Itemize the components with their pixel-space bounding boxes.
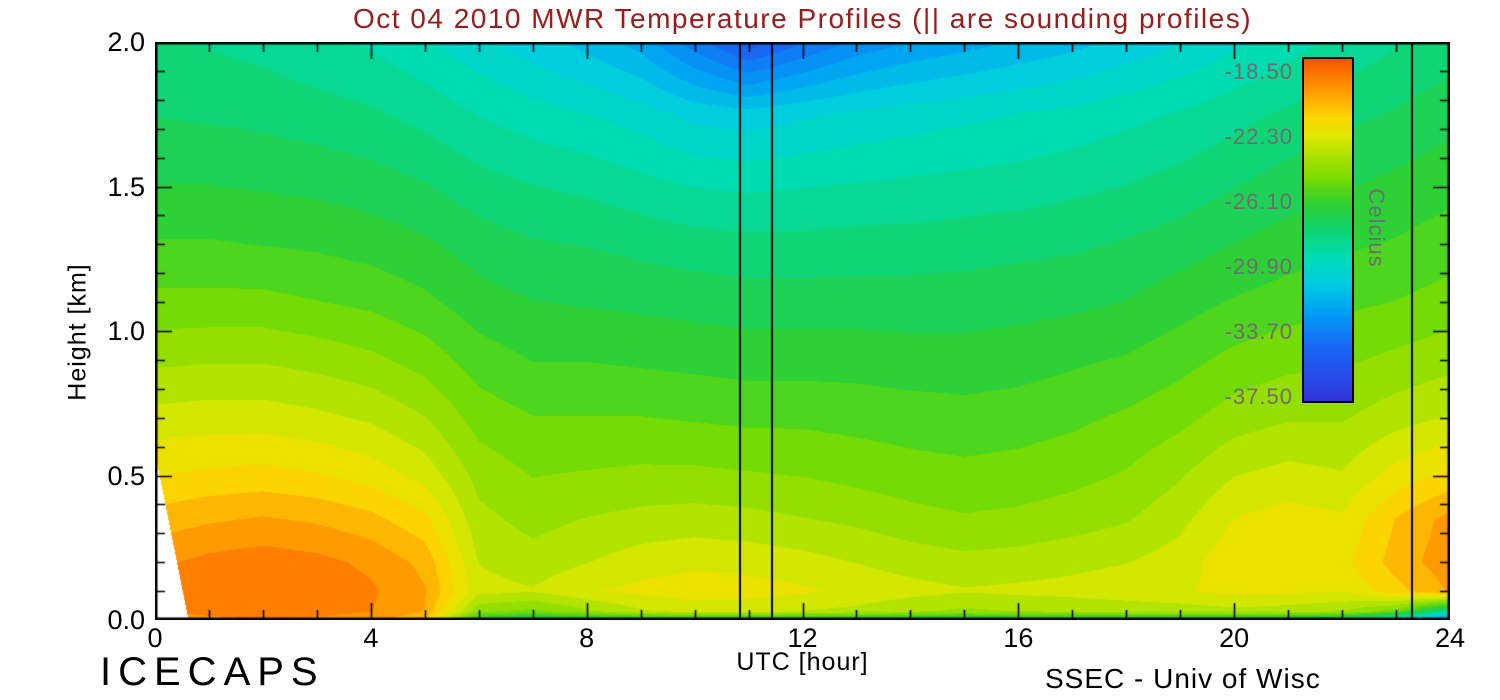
y-tick-label: 1.5: [107, 171, 145, 202]
colorbar-tick-label: -18.50: [1224, 58, 1293, 84]
x-tick-label: 4: [363, 623, 379, 653]
x-tick-label: 8: [579, 623, 595, 653]
x-tick-label: 16: [1003, 623, 1034, 653]
x-tick-label: 0: [147, 623, 163, 653]
chart-title: Oct 04 2010 MWR Temperature Profiles (||…: [352, 3, 1253, 34]
credit-label: SSEC - Univ of Wisc: [1045, 663, 1321, 694]
y-tick-label: 2.0: [107, 27, 145, 57]
y-tick-label: 0.0: [107, 605, 145, 635]
colorbar-tick-label: -29.90: [1224, 253, 1293, 279]
colorbar: [1302, 57, 1354, 403]
x-axis-label: UTC [hour]: [736, 648, 869, 676]
x-tick-label: 12: [787, 623, 818, 653]
y-tick-label: 1.0: [107, 316, 145, 346]
y-tick-label: 0.5: [107, 460, 145, 491]
colorbar-tick-label: -22.30: [1224, 123, 1293, 149]
colorbar-tick-label: -33.70: [1224, 318, 1293, 344]
project-label: ICECAPS: [100, 650, 325, 694]
x-tick-label: 20: [1219, 623, 1250, 653]
colorbar-tick-label: -26.10: [1224, 188, 1293, 214]
colorbar-tick-label: -37.50: [1224, 383, 1293, 409]
colorbar-title: Celcius: [1364, 188, 1389, 268]
heatmap-canvas: [155, 42, 1450, 620]
x-tick-label: 24: [1434, 623, 1466, 653]
